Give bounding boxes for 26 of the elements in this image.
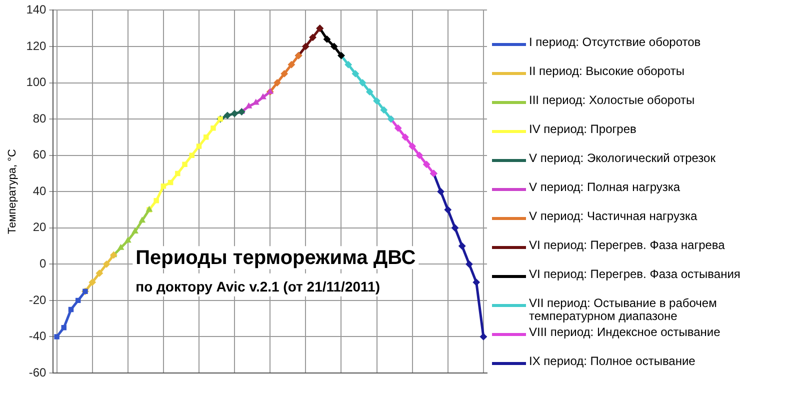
legend-label: II период: Высокие обороты — [529, 64, 684, 78]
legend-label: VI период: Перегрев. Фаза нагрева — [529, 238, 725, 252]
y-tick-label: 0 — [40, 256, 47, 270]
y-tick-label: -60 — [28, 365, 47, 380]
text: по доктору Avic v.2.1 (от 21/11/2011) — [136, 278, 380, 294]
legend-label: V период: Частичная нагрузка — [529, 209, 698, 223]
text: Периоды терморежима ДВС — [136, 247, 416, 270]
legend-label: IX период: Полное остывание — [529, 354, 696, 368]
legend-label: VIII период: Индексное остывание — [529, 325, 720, 339]
y-tick-label: 40 — [32, 184, 47, 198]
legend-label: VI период: Перегрев. Фаза остывания — [529, 267, 740, 281]
y-tick-label: -40 — [28, 329, 47, 344]
legend-label: III период: Холостые обороты — [529, 93, 695, 107]
y-tick-label: 100 — [26, 75, 47, 90]
y-tick-label: 80 — [32, 111, 47, 126]
legend-label: VII период: Остывание в рабочем температурном диапазоне — [529, 296, 718, 323]
y-axis-title: Температура, °С — [6, 149, 19, 234]
y-tick-label: -20 — [28, 292, 47, 307]
y-tick-label: 60 — [32, 148, 47, 162]
y-tick-label: 140 — [26, 2, 47, 17]
legend-label: V период: Полная нагрузка — [529, 180, 680, 194]
y-tick-label: 20 — [32, 220, 47, 234]
y-tick-label: 120 — [26, 38, 47, 53]
legend-label: IV период: Прогрев — [529, 122, 636, 136]
legend-label: V период: Экологический отрезок — [529, 151, 716, 165]
legend-label: I период: Отсутствие оборотов — [529, 35, 701, 49]
